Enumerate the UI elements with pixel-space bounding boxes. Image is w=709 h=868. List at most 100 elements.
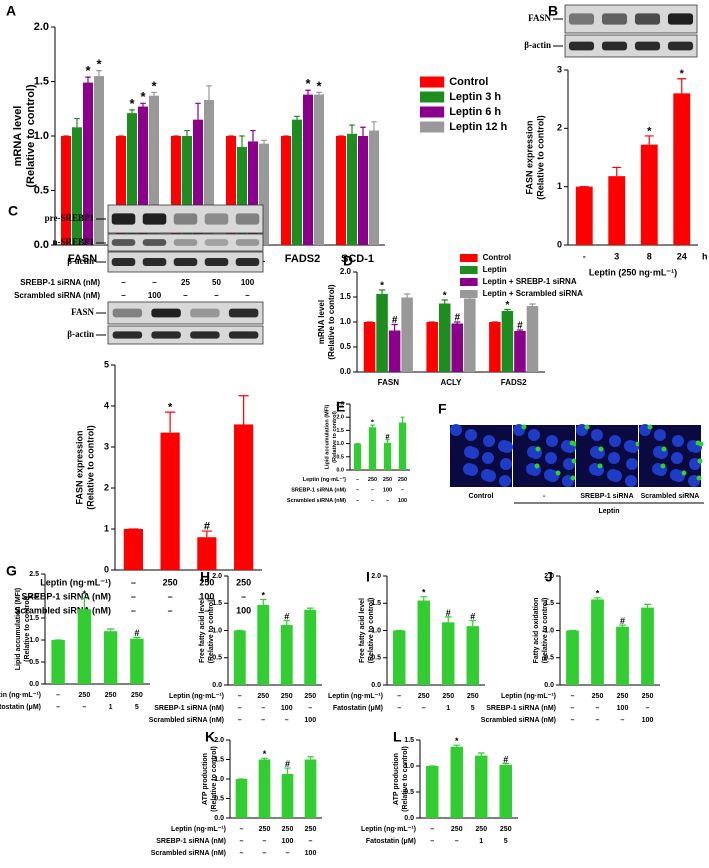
legend-swatch bbox=[420, 106, 445, 118]
significance-mark: # bbox=[204, 520, 210, 532]
condition-value: – bbox=[183, 291, 188, 300]
error-bar bbox=[454, 321, 461, 324]
bar bbox=[233, 630, 246, 685]
x-tick-label: 8 bbox=[647, 251, 652, 261]
y-tick-label: 4 bbox=[104, 400, 109, 410]
significance-mark: * bbox=[371, 417, 374, 426]
bar bbox=[401, 297, 413, 372]
condition-value: 250 bbox=[304, 693, 316, 700]
bar bbox=[258, 759, 271, 818]
bar bbox=[388, 330, 401, 372]
y-tick-label: 1.5 bbox=[29, 615, 39, 622]
condition-value: 50 bbox=[212, 278, 221, 287]
significance-mark: * bbox=[647, 125, 652, 137]
x-tick-label: FADS2 bbox=[501, 378, 527, 387]
y-tick-label: 2.0 bbox=[212, 573, 222, 580]
bar bbox=[336, 136, 346, 245]
blot-band bbox=[601, 41, 628, 51]
bar bbox=[83, 82, 93, 245]
legend-swatch bbox=[420, 91, 445, 103]
y-tick-label: 1.5 bbox=[340, 292, 352, 301]
error-bar bbox=[307, 607, 314, 610]
panel-letter: H bbox=[200, 569, 210, 585]
bar bbox=[51, 640, 65, 684]
error-bar bbox=[453, 744, 461, 747]
condition-value: 100 bbox=[241, 278, 255, 287]
condition-value: – bbox=[121, 278, 126, 287]
y-tick-label: 5 bbox=[104, 359, 109, 369]
y-tick-label: 1.0 bbox=[336, 441, 344, 447]
y-tick-label: 0.5 bbox=[371, 655, 381, 662]
condition-value: – bbox=[386, 498, 389, 504]
significance-mark: * bbox=[680, 68, 685, 80]
condition-value: 100 bbox=[304, 717, 316, 724]
legend-swatch bbox=[420, 121, 445, 133]
blot-band bbox=[112, 331, 143, 339]
bar bbox=[442, 622, 455, 685]
error-bar bbox=[644, 135, 654, 145]
condition-value: – bbox=[596, 705, 600, 712]
y-tick-label: 0 bbox=[104, 564, 109, 574]
bar bbox=[499, 764, 512, 818]
condition-value: 1 bbox=[109, 704, 113, 711]
blot-band bbox=[111, 239, 136, 246]
significance-mark: * bbox=[85, 63, 91, 78]
error-bar bbox=[140, 102, 146, 107]
bar bbox=[130, 638, 144, 684]
bar bbox=[281, 136, 291, 245]
condition-value: – bbox=[238, 693, 242, 700]
bar bbox=[72, 127, 82, 245]
condition-value: – bbox=[371, 487, 374, 493]
condition-value: – bbox=[397, 693, 401, 700]
significance-mark: # bbox=[285, 759, 290, 769]
condition-value: 5 bbox=[135, 704, 139, 711]
condition-label: Leptin (ng·mL⁻¹) bbox=[328, 693, 383, 700]
bar bbox=[398, 422, 407, 470]
legend-label: Control bbox=[483, 253, 511, 262]
bar bbox=[94, 76, 104, 245]
y-axis-label: (Relative to control) bbox=[542, 598, 549, 664]
blot-actin bbox=[107, 325, 264, 345]
significance-mark: * bbox=[263, 749, 267, 759]
bar bbox=[127, 113, 137, 245]
y-axis-label: (Relative to control) bbox=[85, 425, 95, 510]
panel-letter: J bbox=[545, 569, 553, 585]
nucleus bbox=[499, 475, 511, 487]
significance-mark: # bbox=[385, 432, 390, 441]
bar bbox=[438, 303, 451, 372]
blot-fasn bbox=[107, 301, 264, 325]
legend-swatch bbox=[460, 278, 478, 286]
significance-mark: # bbox=[392, 315, 398, 326]
condition-label: Scrambled siRNA (nM) bbox=[14, 291, 100, 300]
y-tick-label: 0.0 bbox=[34, 239, 49, 251]
y-tick-label: 2.0 bbox=[29, 593, 39, 600]
condition-value: – bbox=[56, 704, 60, 711]
panel-letter: K bbox=[205, 729, 215, 745]
bar bbox=[566, 630, 579, 685]
error-bar bbox=[206, 85, 212, 101]
y-axis-label: Free fatty acid level bbox=[359, 598, 366, 663]
bar bbox=[61, 136, 71, 245]
blot-band bbox=[204, 258, 229, 266]
bar bbox=[489, 322, 501, 372]
bar bbox=[314, 94, 324, 245]
panel-letter: E bbox=[336, 399, 345, 415]
blot-band bbox=[667, 41, 694, 51]
condition-value: – bbox=[238, 705, 242, 712]
nucleus bbox=[482, 452, 494, 464]
nucleus bbox=[624, 440, 636, 452]
condition-value: 250 bbox=[418, 693, 430, 700]
nucleus bbox=[463, 463, 475, 475]
nucleus bbox=[546, 435, 558, 447]
nucleus bbox=[545, 452, 557, 464]
legend-label: Leptin bbox=[483, 265, 507, 274]
condition-value: – bbox=[356, 477, 359, 483]
blot-label: β-actin bbox=[67, 256, 94, 266]
lipid-stain bbox=[597, 463, 603, 469]
bar bbox=[451, 323, 464, 372]
lipid-stain bbox=[534, 463, 540, 469]
significance-mark: # bbox=[620, 616, 625, 626]
bar bbox=[138, 106, 148, 245]
blot-band bbox=[142, 213, 167, 225]
condition-value: 100 bbox=[282, 838, 294, 845]
